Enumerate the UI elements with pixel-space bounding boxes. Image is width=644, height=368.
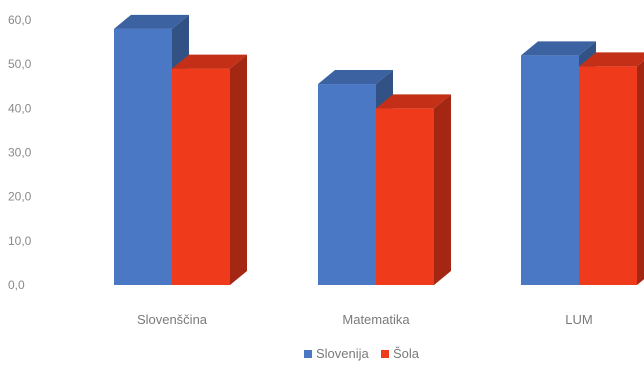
legend-item-šola: Šola <box>381 346 420 361</box>
bar-šola-0 <box>172 54 247 286</box>
x-category-label: Slovenščina <box>137 312 208 327</box>
y-tick-label: 60,0 <box>8 13 32 27</box>
y-axis: 0,0 10,0 20,0 30,0 40,0 50,0 60,0 <box>8 13 32 292</box>
y-tick-label: 10,0 <box>8 234 32 248</box>
y-tick-label: 50,0 <box>8 57 32 71</box>
legend-label: Slovenija <box>316 346 370 361</box>
y-tick-label: 40,0 <box>8 101 32 115</box>
bar-šola-1 <box>376 94 451 285</box>
x-axis: Slovenščina Matematika LUM <box>137 312 593 327</box>
y-tick-label: 30,0 <box>8 146 32 160</box>
y-tick-label: 0,0 <box>8 278 25 292</box>
y-tick-label: 20,0 <box>8 190 32 204</box>
legend-swatch <box>381 350 389 358</box>
x-category-label: LUM <box>565 312 592 327</box>
legend: Slovenija Šola <box>304 346 420 361</box>
legend-item-slovenija: Slovenija <box>304 346 370 361</box>
x-category-label: Matematika <box>342 312 410 327</box>
legend-label: Šola <box>393 346 420 361</box>
bar-šola-2 <box>579 52 644 285</box>
legend-swatch <box>304 350 312 358</box>
bars <box>114 14 644 286</box>
